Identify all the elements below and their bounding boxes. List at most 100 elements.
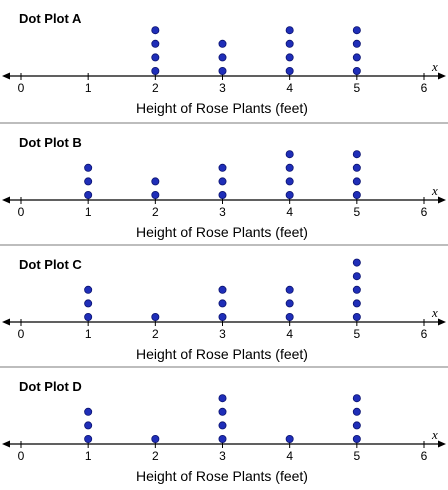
right-arrow-icon	[438, 196, 446, 204]
data-dot	[352, 163, 361, 172]
data-dot	[218, 285, 227, 294]
data-dot	[218, 435, 227, 444]
data-dot	[84, 421, 93, 430]
axis-variable-label: x	[431, 427, 438, 442]
tick-label: 5	[353, 327, 360, 341]
x-axis-label: Height of Rose Plants (feet)	[136, 224, 308, 240]
data-dot	[285, 53, 294, 62]
data-dot	[84, 163, 93, 172]
x-axis-label: Height of Rose Plants (feet)	[136, 468, 308, 484]
dot-plot-panel: Dot Plot D x 0 1 2 3 4 5 6 Height of Rose Plants …	[0, 366, 448, 486]
data-dot	[151, 26, 160, 35]
data-dot	[352, 53, 361, 62]
data-dot	[84, 285, 93, 294]
data-dot	[84, 407, 93, 416]
data-dot	[352, 258, 361, 267]
dot-plot-svg: Dot Plot C x 0 1 2 3 4 5 6 Height of Rose Plants …	[2, 257, 446, 362]
data-dot	[352, 177, 361, 186]
data-dot	[352, 150, 361, 159]
tick-label: 0	[18, 81, 25, 95]
left-arrow-icon	[2, 196, 10, 204]
data-dot	[285, 191, 294, 200]
dot-plot-svg: Dot Plot D x 0 1 2 3 4 5 6 Height of Rose Plants …	[2, 379, 446, 484]
data-dot	[218, 394, 227, 403]
tick-label: 3	[219, 81, 226, 95]
data-dot	[218, 177, 227, 186]
tick-label: 4	[286, 327, 293, 341]
dot-plot-panel: Dot Plot A x 0 1 2 3 4 5 6 Height of Rose Plants …	[0, 0, 448, 120]
data-dot	[84, 435, 93, 444]
data-dot	[218, 407, 227, 416]
tick-label: 4	[286, 205, 293, 219]
tick-label: 5	[353, 449, 360, 463]
dot-plot-svg: Dot Plot A x 0 1 2 3 4 5 6 Height of Rose Plants …	[2, 11, 446, 116]
data-dot	[151, 39, 160, 48]
right-arrow-icon	[438, 72, 446, 80]
tick-label: 0	[18, 205, 25, 219]
tick-label: 6	[421, 205, 428, 219]
tick-label: 6	[421, 449, 428, 463]
data-dot	[285, 299, 294, 308]
tick-label: 3	[219, 327, 226, 341]
axis-variable-label: x	[431, 59, 438, 74]
data-dot	[151, 435, 160, 444]
tick-label: 5	[353, 81, 360, 95]
tick-label: 0	[18, 327, 25, 341]
data-dot	[352, 26, 361, 35]
tick-label: 2	[152, 205, 159, 219]
data-dot	[352, 313, 361, 322]
tick-label: 2	[152, 81, 159, 95]
right-arrow-icon	[438, 318, 446, 326]
tick-label: 1	[85, 449, 92, 463]
axis-variable-label: x	[431, 183, 438, 198]
data-dot	[218, 39, 227, 48]
tick-label: 3	[219, 449, 226, 463]
data-dot	[352, 299, 361, 308]
data-dot	[218, 67, 227, 76]
left-arrow-icon	[2, 440, 10, 448]
data-dot	[151, 53, 160, 62]
tick-label: 2	[152, 327, 159, 341]
tick-label: 1	[85, 327, 92, 341]
tick-label: 4	[286, 449, 293, 463]
data-dot	[285, 150, 294, 159]
data-dot	[218, 313, 227, 322]
dot-plot-panel: Dot Plot C x 0 1 2 3 4 5 6 Height of Rose Plants …	[0, 244, 448, 364]
data-dot	[285, 67, 294, 76]
data-dot	[84, 177, 93, 186]
data-dot	[285, 163, 294, 172]
data-dot	[84, 191, 93, 200]
dot-plot-svg: Dot Plot B x 0 1 2 3 4 5 6 Height of Rose Plants …	[2, 135, 446, 240]
x-axis-label: Height of Rose Plants (feet)	[136, 346, 308, 362]
tick-label: 0	[18, 449, 25, 463]
data-dot	[151, 313, 160, 322]
data-dot	[285, 26, 294, 35]
tick-label: 1	[85, 205, 92, 219]
left-arrow-icon	[2, 72, 10, 80]
data-dot	[218, 53, 227, 62]
data-dot	[151, 177, 160, 186]
dot-plot-panel: Dot Plot B x 0 1 2 3 4 5 6 Height of Rose Plants …	[0, 122, 448, 242]
left-arrow-icon	[2, 318, 10, 326]
axis-variable-label: x	[431, 305, 438, 320]
data-dot	[218, 421, 227, 430]
data-dot	[151, 67, 160, 76]
data-dot	[352, 285, 361, 294]
tick-label: 1	[85, 81, 92, 95]
data-dot	[285, 39, 294, 48]
data-dot	[285, 313, 294, 322]
tick-label: 5	[353, 205, 360, 219]
plot-title: Dot Plot A	[19, 11, 82, 26]
data-dot	[352, 407, 361, 416]
data-dot	[352, 272, 361, 281]
data-dot	[285, 177, 294, 186]
right-arrow-icon	[438, 440, 446, 448]
data-dot	[285, 285, 294, 294]
tick-label: 2	[152, 449, 159, 463]
data-dot	[352, 435, 361, 444]
data-dot	[352, 421, 361, 430]
plot-title: Dot Plot C	[19, 257, 82, 272]
data-dot	[352, 67, 361, 76]
data-dot	[285, 435, 294, 444]
